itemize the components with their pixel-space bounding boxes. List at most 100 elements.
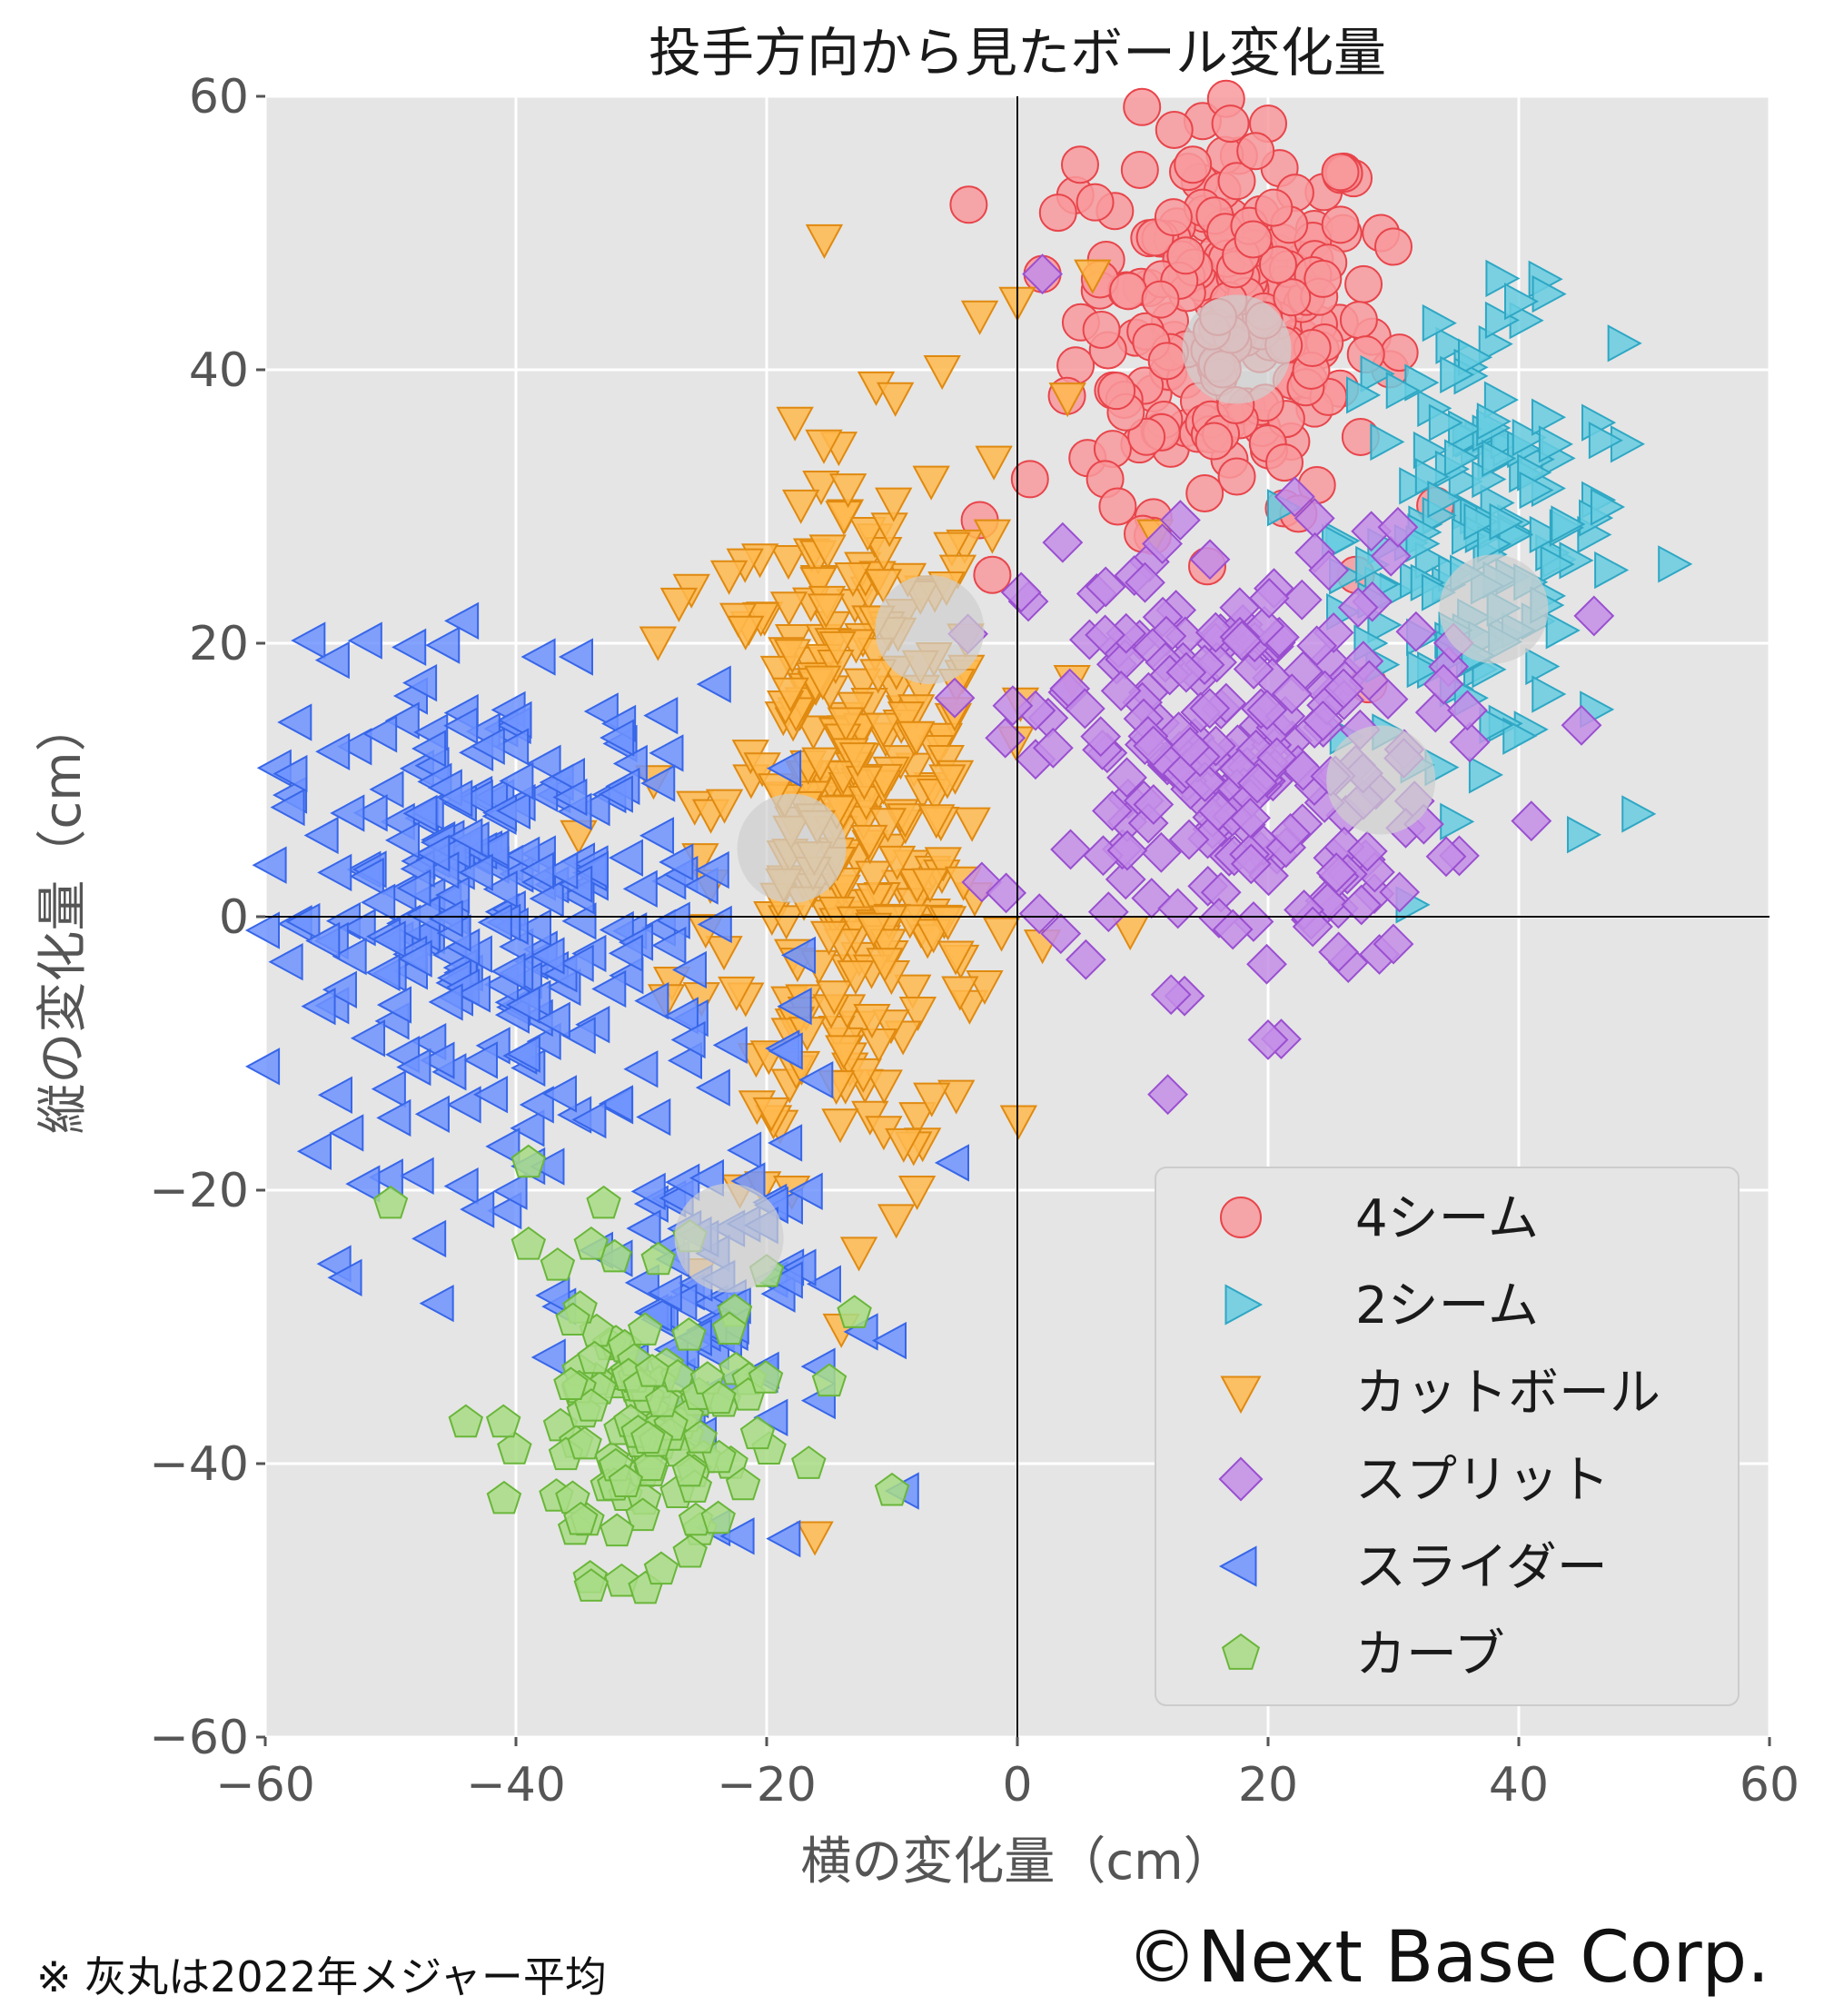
data-point xyxy=(639,817,675,855)
data-point xyxy=(1074,259,1112,294)
data-point xyxy=(752,1097,790,1132)
data-point xyxy=(361,883,396,921)
data-point xyxy=(1315,852,1357,894)
data-point xyxy=(505,836,540,875)
data-point xyxy=(757,773,796,809)
data-point xyxy=(535,1001,570,1040)
data-point xyxy=(397,939,432,978)
data-point xyxy=(1258,245,1297,284)
data-point xyxy=(928,906,967,941)
data-point xyxy=(573,1568,610,1602)
data-point xyxy=(912,465,950,501)
x-tick-label: 20 xyxy=(1238,1758,1298,1812)
data-point xyxy=(591,969,627,1008)
data-point xyxy=(876,382,915,417)
x-axis-label: 横の変化量（cm） xyxy=(800,1832,1234,1892)
data-point xyxy=(1458,338,1493,376)
data-point xyxy=(960,300,999,335)
data-point xyxy=(941,976,979,1011)
data-point xyxy=(827,707,865,742)
data-point xyxy=(497,700,532,740)
data-point xyxy=(438,780,473,818)
data-point xyxy=(773,639,811,674)
data-point xyxy=(511,1226,547,1260)
y-tick-label: −40 xyxy=(149,1437,249,1492)
data-point xyxy=(1428,403,1463,442)
data-point xyxy=(1032,727,1074,769)
y-tick-label: 20 xyxy=(189,617,249,671)
data-point xyxy=(519,1086,554,1124)
data-point xyxy=(411,1219,447,1258)
data-point xyxy=(1588,422,1623,460)
data-point xyxy=(670,1020,706,1059)
data-point xyxy=(1551,505,1586,543)
data-point xyxy=(428,983,463,1021)
data-point xyxy=(808,534,847,570)
data-point xyxy=(1123,87,1162,126)
data-point xyxy=(392,628,427,667)
data-point xyxy=(1485,259,1521,298)
data-point xyxy=(396,1048,431,1087)
data-point xyxy=(376,1098,411,1137)
data-point xyxy=(986,872,1027,914)
data-point xyxy=(1147,1074,1189,1116)
data-point xyxy=(516,909,551,947)
data-point xyxy=(555,1302,590,1336)
data-point xyxy=(526,744,561,783)
data-point xyxy=(1525,647,1561,686)
copyright: ©Next Base Corp. xyxy=(1126,1917,1769,1999)
data-point xyxy=(573,1226,610,1260)
data-point xyxy=(462,1041,499,1079)
data-point xyxy=(771,677,809,712)
data-point xyxy=(1168,819,1210,860)
data-point xyxy=(853,1004,891,1039)
data-point xyxy=(850,824,888,860)
data-point xyxy=(491,952,526,990)
data-point xyxy=(848,516,887,552)
data-point xyxy=(553,1366,589,1401)
data-point xyxy=(1443,439,1480,477)
data-point xyxy=(777,987,812,1026)
data-point xyxy=(807,593,846,629)
data-point xyxy=(1573,595,1615,637)
data-point xyxy=(571,1100,607,1139)
data-point xyxy=(898,997,937,1032)
data-point xyxy=(567,1425,602,1460)
data-point xyxy=(871,1321,907,1360)
data-point xyxy=(303,816,339,855)
data-point xyxy=(1097,372,1136,411)
chart-title: 投手方向から見たボール変化量 xyxy=(649,22,1386,84)
data-point xyxy=(1010,460,1049,499)
data-point xyxy=(868,929,907,964)
y-tick-labels: 60 40 20 0 −20 −40 −60 xyxy=(149,70,265,1765)
data-point xyxy=(1607,324,1642,362)
data-point xyxy=(1000,571,1042,613)
footnote: ※ 灰丸は2022年メジャー平均 xyxy=(36,1952,607,2001)
data-point xyxy=(934,1144,969,1182)
data-point xyxy=(1590,488,1626,526)
legend-label: スプリット xyxy=(1355,1451,1610,1510)
data-point xyxy=(1106,757,1147,799)
data-point xyxy=(425,626,461,664)
data-point xyxy=(327,1258,362,1296)
data-point xyxy=(769,591,808,627)
data-point xyxy=(630,1420,666,1454)
data-point xyxy=(420,1041,455,1079)
data-point xyxy=(864,712,903,748)
data-point xyxy=(352,794,388,832)
data-point xyxy=(864,569,903,604)
data-point xyxy=(934,677,976,719)
data-point xyxy=(1133,784,1175,825)
data-point xyxy=(805,429,843,464)
data-point xyxy=(1211,104,1250,144)
data-point xyxy=(1406,650,1442,689)
data-point xyxy=(414,1095,450,1133)
data-point xyxy=(877,1204,916,1239)
data-point xyxy=(1189,539,1231,581)
data-point xyxy=(1217,162,1256,201)
data-point xyxy=(1064,688,1105,730)
data-point xyxy=(315,732,351,770)
data-point xyxy=(458,853,493,891)
data-point xyxy=(1169,726,1211,768)
data-point xyxy=(1092,790,1133,831)
